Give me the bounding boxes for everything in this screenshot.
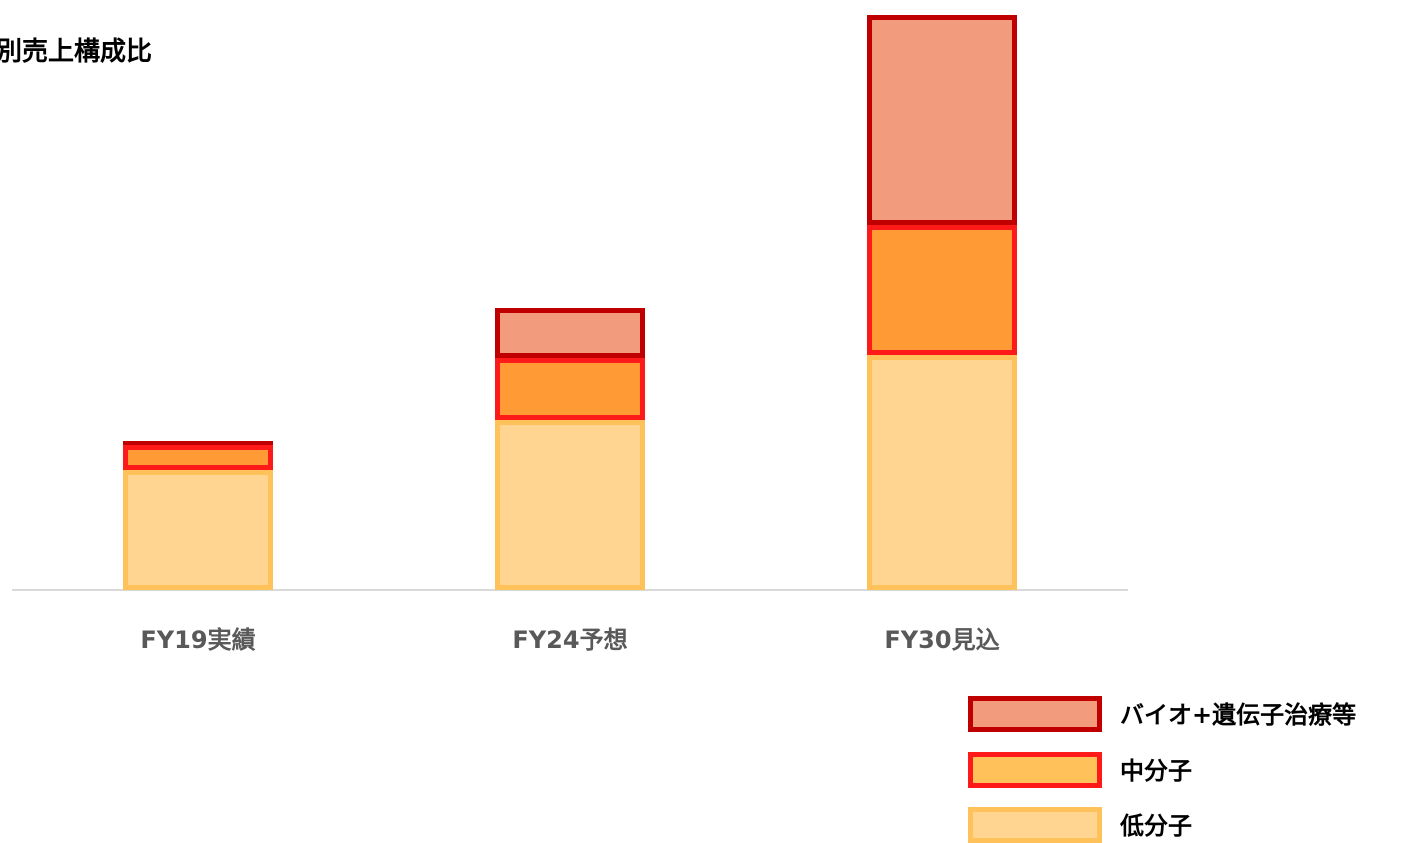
bar-segment-2-0 <box>867 355 1017 590</box>
legend-swatch <box>968 807 1102 843</box>
bar-segment-1-0 <box>495 420 645 590</box>
legend-swatch <box>968 696 1102 732</box>
legend-label: 中分子 <box>1120 757 1192 785</box>
category-label: FY19実績 <box>140 626 255 654</box>
category-labels: FY19実績 FY24予想 FY30見込 <box>140 626 999 654</box>
bar-segment-0-2 <box>123 441 273 445</box>
bar-segment-1-1 <box>495 358 645 420</box>
legend-label: バイオ+遺伝子治療等 <box>1120 701 1356 729</box>
category-label: FY24予想 <box>512 626 627 654</box>
bar-segment-0-1 <box>123 445 273 470</box>
chart-title: 別売上構成比 <box>0 37 152 67</box>
bar-segment-2-1 <box>867 225 1017 355</box>
bar-segment-0-0 <box>123 470 273 590</box>
legend-swatch <box>968 752 1102 788</box>
category-label: FY30見込 <box>884 626 999 654</box>
legend-label: 低分子 <box>1119 812 1192 840</box>
bar-segment-2-2 <box>867 15 1017 225</box>
bars-group <box>123 15 1017 590</box>
bar-segment-1-2 <box>495 308 645 358</box>
